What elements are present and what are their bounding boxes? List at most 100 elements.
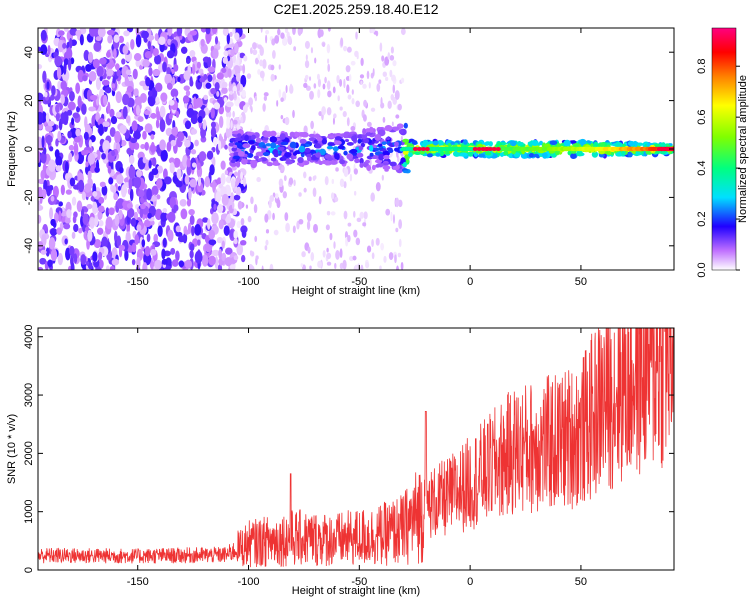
heat-speckle — [242, 176, 247, 187]
heat-speckle — [225, 176, 233, 184]
heat-speckle — [355, 31, 358, 40]
heat-band-cell — [297, 157, 304, 164]
heat-speckle — [213, 136, 218, 147]
heat-speckle — [349, 173, 353, 182]
heat-speckle — [212, 179, 216, 193]
heat-band-cell — [402, 138, 410, 143]
heat-speckle — [288, 177, 294, 186]
heat-speckle — [370, 107, 376, 112]
heat-speckle — [249, 104, 252, 110]
heat-speckle — [256, 177, 261, 183]
heat-speckle — [346, 84, 350, 94]
heat-band-cell — [541, 152, 548, 159]
heat-speckle — [255, 255, 259, 260]
heat-speckle — [339, 78, 343, 87]
heat-speckle — [40, 44, 48, 56]
heat-band-cell — [387, 148, 394, 153]
heat-speckle — [224, 144, 228, 150]
heat-band-cell — [394, 147, 400, 152]
heat-speckle — [240, 239, 247, 246]
heat-speckle — [237, 200, 243, 210]
heat-band-cell — [299, 138, 307, 144]
heat-speckle — [368, 81, 371, 89]
heat-band-cell — [292, 155, 297, 160]
heat-speckle — [309, 265, 312, 270]
heat-speckle — [304, 60, 310, 69]
colorbar-tick-label-3: 0.6 — [696, 110, 708, 125]
heat-speckle — [79, 34, 84, 46]
heat-band-cell — [499, 152, 504, 157]
heat-speckle — [144, 110, 151, 116]
heat-speckle — [115, 111, 122, 118]
heat-speckle — [189, 50, 196, 58]
heat-speckle — [128, 154, 135, 165]
heat-band-cell — [484, 151, 492, 156]
heat-speckle — [158, 36, 166, 45]
heat-speckle — [67, 130, 73, 139]
heat-speckle — [277, 28, 281, 36]
heat-band-cell — [237, 150, 245, 157]
heat-speckle — [98, 220, 104, 227]
heat-speckle — [370, 192, 375, 202]
heat-speckle — [387, 52, 391, 60]
heat-speckle — [48, 237, 56, 250]
heat-speckle — [156, 178, 163, 189]
heat-speckle — [144, 246, 151, 257]
heat-speckle — [225, 101, 234, 108]
heat-speckle — [153, 233, 159, 243]
heat-band-cell — [339, 159, 346, 165]
heat-speckle — [331, 178, 335, 185]
heat-band-cell — [357, 138, 362, 144]
heat-speckle — [214, 36, 219, 45]
heat-speckle — [142, 262, 148, 270]
heat-speckle — [114, 63, 120, 71]
heat-speckle — [125, 115, 131, 124]
snr-xtick-label-2: -50 — [351, 576, 367, 588]
heat-speckle — [46, 81, 50, 90]
heat-speckle — [259, 59, 264, 67]
heat-speckle — [137, 189, 145, 198]
heat-speckle — [94, 214, 99, 227]
snr-xtick-label-0: -150 — [127, 576, 149, 588]
heat-speckle — [130, 137, 138, 144]
spectrogram-xtick-label-2: -50 — [351, 276, 367, 288]
heat-speckle — [150, 249, 157, 256]
heat-band-cell — [360, 142, 366, 148]
heat-speckle — [159, 139, 166, 151]
heat-speckle — [380, 242, 385, 251]
heat-speckle — [370, 28, 376, 34]
heat-peak-cell — [483, 147, 489, 151]
heat-speckle — [111, 149, 115, 157]
heat-speckle — [275, 193, 279, 199]
heat-speckle — [73, 253, 78, 264]
heat-speckle — [55, 165, 62, 172]
colorbar: 0.0 0.2 0.4 0.6 0.8 Normalized spectral ampl… — [696, 27, 749, 278]
heat-speckle — [55, 112, 60, 122]
heat-band-cell — [248, 140, 255, 145]
heat-speckle — [38, 186, 43, 198]
heat-band-cell — [369, 152, 374, 157]
heat-speckle — [340, 37, 344, 47]
heat-band-cell — [326, 135, 335, 139]
heat-speckle — [236, 220, 241, 229]
heat-speckle — [281, 166, 284, 172]
heat-speckle — [98, 123, 104, 136]
heat-speckle — [88, 70, 97, 82]
heat-speckle — [167, 28, 173, 37]
heat-speckle — [232, 28, 236, 35]
snr-xtick-label-1: -100 — [238, 576, 260, 588]
heat-speckle — [363, 211, 368, 220]
heat-speckle — [389, 55, 395, 61]
heat-band-cell — [591, 151, 599, 158]
heat-speckle — [392, 60, 397, 67]
heat-speckle — [309, 76, 312, 81]
heat-speckle — [130, 217, 137, 227]
heat-speckle — [58, 210, 62, 223]
heat-speckle — [211, 212, 219, 225]
heat-speckle — [99, 181, 106, 188]
heat-speckle — [269, 263, 274, 270]
heat-band-cell — [286, 159, 291, 164]
heat-band-cell — [576, 150, 583, 157]
heat-speckle — [330, 211, 336, 216]
colorbar-ticks: 0.0 0.2 0.4 0.6 0.8 — [696, 59, 740, 278]
